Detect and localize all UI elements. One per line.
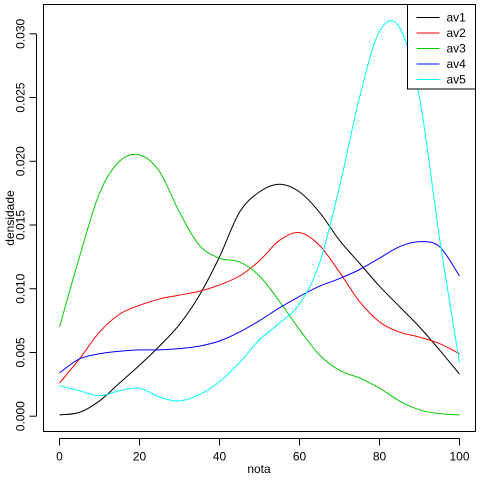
legend-label-av3: av3 xyxy=(447,42,467,56)
legend-label-av4: av4 xyxy=(447,57,467,71)
series-line-av2 xyxy=(59,232,460,384)
series-line-av1 xyxy=(59,183,460,416)
y-tick-label: 0.025 xyxy=(14,82,28,112)
plot-box xyxy=(43,4,476,432)
legend-label-av5: av5 xyxy=(447,73,467,87)
series-line-av3 xyxy=(59,153,460,416)
x-axis: 0 20 40 60 80 100 xyxy=(56,438,470,464)
y-axis: 0.000 0.005 0.010 0.015 0.020 0.025 0.030 xyxy=(14,18,37,431)
series-line-av5 xyxy=(59,20,460,402)
y-tick-label: 0.005 xyxy=(14,337,28,367)
y-axis-label: densidade xyxy=(3,190,17,246)
legend-label-av2: av2 xyxy=(447,26,467,40)
x-tick-label: 0 xyxy=(56,450,63,464)
series-group xyxy=(59,20,460,416)
x-tick-label: 80 xyxy=(373,450,387,464)
y-tick-label: 0.015 xyxy=(14,210,28,240)
y-tick-label: 0.030 xyxy=(14,18,28,48)
x-axis-label: nota xyxy=(247,462,271,476)
legend-label-av1: av1 xyxy=(447,11,467,25)
x-tick-label: 60 xyxy=(293,450,307,464)
y-tick-label: 0.010 xyxy=(14,273,28,303)
x-tick-label: 100 xyxy=(449,450,469,464)
legend-box xyxy=(407,4,476,90)
x-tick-label: 40 xyxy=(213,450,227,464)
x-tick-label: 20 xyxy=(133,450,147,464)
y-tick-label: 0.000 xyxy=(14,401,28,431)
series-line-av4 xyxy=(59,241,460,374)
y-tick-label: 0.020 xyxy=(14,146,28,176)
